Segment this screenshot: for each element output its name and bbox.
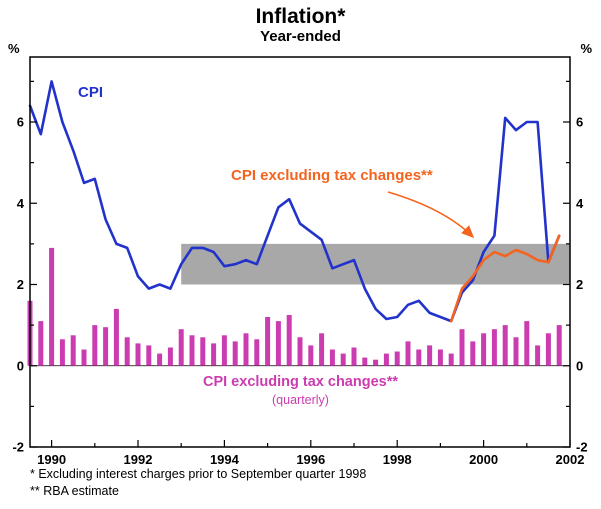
x-tick-label: 1990 [37,452,66,467]
bar [49,247,55,366]
ex-tax-line-label: CPI excluding tax changes** [231,167,433,184]
bar [124,337,130,366]
bar [405,341,411,366]
bar [459,329,465,366]
bar [524,321,530,366]
bar [232,341,238,366]
right-axis-unit-label: % [580,41,592,56]
bar [189,335,195,366]
bar [427,345,433,366]
chart-title: Inflation* [255,5,346,28]
bar [351,347,357,366]
x-tick-label: 2002 [556,452,585,467]
chart-subtitle: Year-ended [260,28,341,45]
bar [513,337,519,366]
y-tick-label-left: 2 [17,277,24,292]
bar [297,337,303,366]
bar [394,351,400,366]
y-tick-label-left: 0 [17,358,24,373]
bar [340,353,346,366]
bar-series-sublabel: (quarterly) [272,393,329,407]
bar [157,353,163,366]
bar [491,329,497,366]
bar [211,343,217,366]
ex-tax-line [449,234,561,323]
bar [59,339,65,366]
bar [416,349,422,366]
y-tick-label-left: 4 [17,196,25,211]
y-tick-label-right: 2 [576,277,583,292]
left-axis-unit-label: % [8,41,20,56]
bar [308,345,314,366]
bar [92,325,98,366]
bar [545,333,551,366]
bar [81,349,87,366]
y-tick-label-right: -2 [576,440,588,455]
footnote-rba-estimate: ** RBA estimate [30,484,119,498]
bar [221,335,227,366]
x-tick-label: 1998 [383,452,412,467]
bar [329,349,335,366]
bar [103,327,109,366]
annotation-arrow [387,191,475,239]
y-tick-label-right: 0 [576,358,583,373]
bar [383,353,389,366]
bar-series-label: CPI excluding tax changes** [202,374,398,390]
bar [275,321,281,366]
bar [200,337,206,366]
target-band [181,243,570,285]
bar [254,339,260,366]
y-tick-label-right: 6 [576,115,583,130]
cpi-line-label: CPI [78,84,104,101]
bar [286,315,292,366]
bar [319,333,325,366]
bar [265,317,271,366]
bar [135,343,141,366]
bar [178,329,184,366]
bar [470,341,476,366]
x-tick-label: 2000 [469,452,498,467]
x-tick-label: 1992 [124,452,153,467]
bar [146,345,152,366]
bar [167,347,173,366]
bar [481,333,487,366]
bar [243,333,249,366]
x-tick-label: 1994 [210,452,240,467]
plot-border [29,56,571,448]
bar [38,321,44,366]
bar [556,325,562,366]
cpi-line [28,80,561,323]
bar [502,325,508,366]
bar [362,357,368,366]
y-tick-label-right: 4 [576,196,584,211]
bar [373,359,379,366]
y-tick-label-left: -2 [12,440,24,455]
bar [70,335,76,366]
y-tick-label-left: 6 [17,115,24,130]
bar [448,353,454,366]
x-tick-label: 1996 [296,452,325,467]
footnote-excluding-interest: * Excluding interest charges prior to Se… [30,467,367,481]
bar [437,349,443,366]
bar [113,308,119,366]
bar [535,345,541,366]
